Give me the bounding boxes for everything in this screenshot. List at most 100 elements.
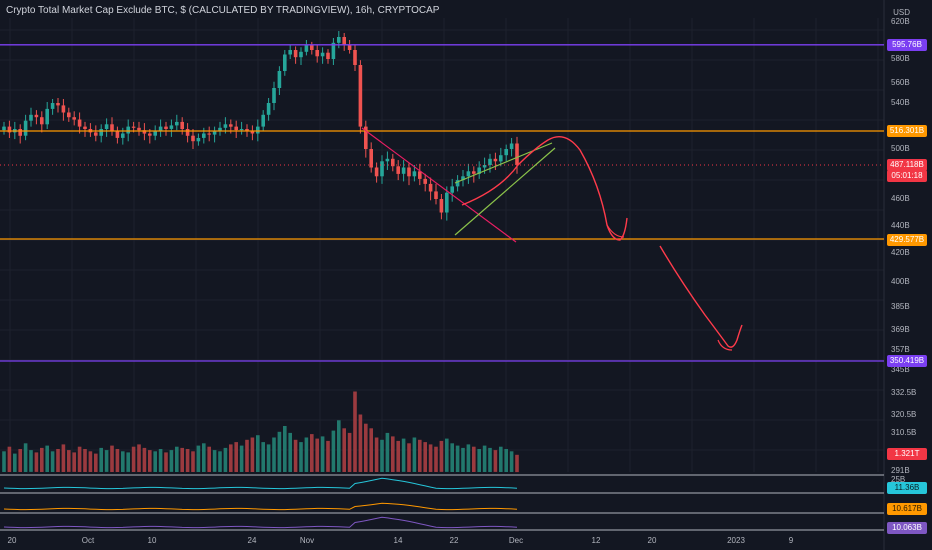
volume-bar <box>234 442 238 472</box>
y-tick-label: 460B <box>891 194 910 203</box>
candle-body <box>450 186 454 193</box>
volume-bar <box>347 432 352 472</box>
candle-body <box>342 37 346 45</box>
y-tick-label: 357B <box>891 345 910 354</box>
candle-body <box>499 155 503 162</box>
volume-bar <box>293 439 298 472</box>
y-tick-label: 540B <box>891 98 910 107</box>
projection-path-1 <box>461 136 628 241</box>
volume-bar <box>477 449 481 472</box>
volume-bar <box>121 451 125 472</box>
volume-bar <box>504 449 508 472</box>
candle-body <box>304 45 309 52</box>
volume-bar <box>342 428 346 472</box>
volume-bar <box>50 451 55 472</box>
volume-bar <box>137 444 141 472</box>
candle-body <box>477 167 481 174</box>
candle-body <box>315 50 319 57</box>
volume-bar <box>29 450 33 472</box>
candle-body <box>482 165 487 168</box>
candle-body <box>29 114 33 121</box>
volume-bar <box>310 434 314 472</box>
candle-body <box>515 143 519 165</box>
candle-body <box>261 114 265 127</box>
volume-bar <box>299 442 303 472</box>
candle-body <box>466 171 471 177</box>
x-tick-label: 2023 <box>727 536 745 545</box>
volume-bar <box>94 453 98 472</box>
indicator-line-3 <box>3 516 518 529</box>
candle-body <box>488 158 492 165</box>
candle-body <box>40 117 44 125</box>
volume-bar <box>239 445 244 472</box>
volume-bar <box>142 447 147 472</box>
volume-bar <box>418 439 422 472</box>
candle-body <box>148 133 152 136</box>
candle-body <box>418 171 422 179</box>
y-tick-label: 25B <box>891 475 906 484</box>
x-tick-label: Oct <box>81 536 95 545</box>
indicator-line-1 <box>3 477 518 490</box>
y-tick-label: 310.5B <box>891 428 917 437</box>
volume-bar <box>185 449 190 472</box>
candle-body <box>504 149 508 156</box>
volume-bar <box>7 446 12 472</box>
volume-bar <box>126 452 130 472</box>
level-badge-516: 516.301B <box>887 125 927 137</box>
level-badge-429: 429.577B <box>887 234 927 246</box>
volume-bar <box>256 435 260 472</box>
candle-body <box>283 54 287 71</box>
volume-bar <box>434 446 438 472</box>
volume-bar <box>23 443 28 472</box>
volume-bar <box>83 449 87 472</box>
volume-bar <box>175 446 179 472</box>
x-tick-label: 14 <box>393 536 403 545</box>
candle-body <box>131 126 136 128</box>
volume-bar <box>169 450 174 472</box>
volume-bar <box>482 445 487 472</box>
volume-bar <box>283 426 287 472</box>
countdown-badge: 05:01:18 <box>887 170 927 182</box>
candle-body <box>347 44 352 50</box>
indicator-badge-3: 10.063B <box>887 522 927 534</box>
volume-bar <box>461 447 465 472</box>
volume-bar <box>158 449 163 472</box>
candle-body <box>434 191 438 199</box>
candle-body <box>439 199 444 213</box>
candle-body <box>94 132 98 136</box>
volume-bar <box>56 449 60 472</box>
volume-bar <box>358 414 363 472</box>
candle-body <box>67 112 71 118</box>
candle-body <box>326 52 330 59</box>
volume-bar <box>245 439 249 472</box>
candle-body <box>175 121 179 126</box>
indicator-line-2 <box>3 502 518 511</box>
candle-body <box>223 124 228 128</box>
volume-bar <box>18 449 22 472</box>
candle-body <box>185 129 190 136</box>
projection-path-2 <box>659 245 743 348</box>
candle-body <box>407 167 411 177</box>
volume-bar <box>148 450 152 472</box>
volume-bar <box>391 436 395 472</box>
candle-body <box>169 125 174 129</box>
volume-bar <box>77 446 82 472</box>
volume-bar <box>131 446 136 472</box>
candle-body <box>50 103 55 109</box>
candle-body <box>191 135 195 142</box>
volume-bar <box>202 443 206 472</box>
volume-bar <box>104 450 109 472</box>
volume-bar <box>40 447 44 472</box>
volume-bar <box>515 454 519 473</box>
candle-body <box>245 129 249 132</box>
candle-body <box>396 166 400 174</box>
candle-body <box>121 133 125 138</box>
x-tick-label: Nov <box>299 536 315 545</box>
candle-body <box>207 133 211 135</box>
candle-body <box>256 126 260 134</box>
candle-body <box>428 183 433 192</box>
volume-bar <box>229 444 233 472</box>
candle-body <box>7 126 12 133</box>
volume-bar <box>250 437 255 472</box>
